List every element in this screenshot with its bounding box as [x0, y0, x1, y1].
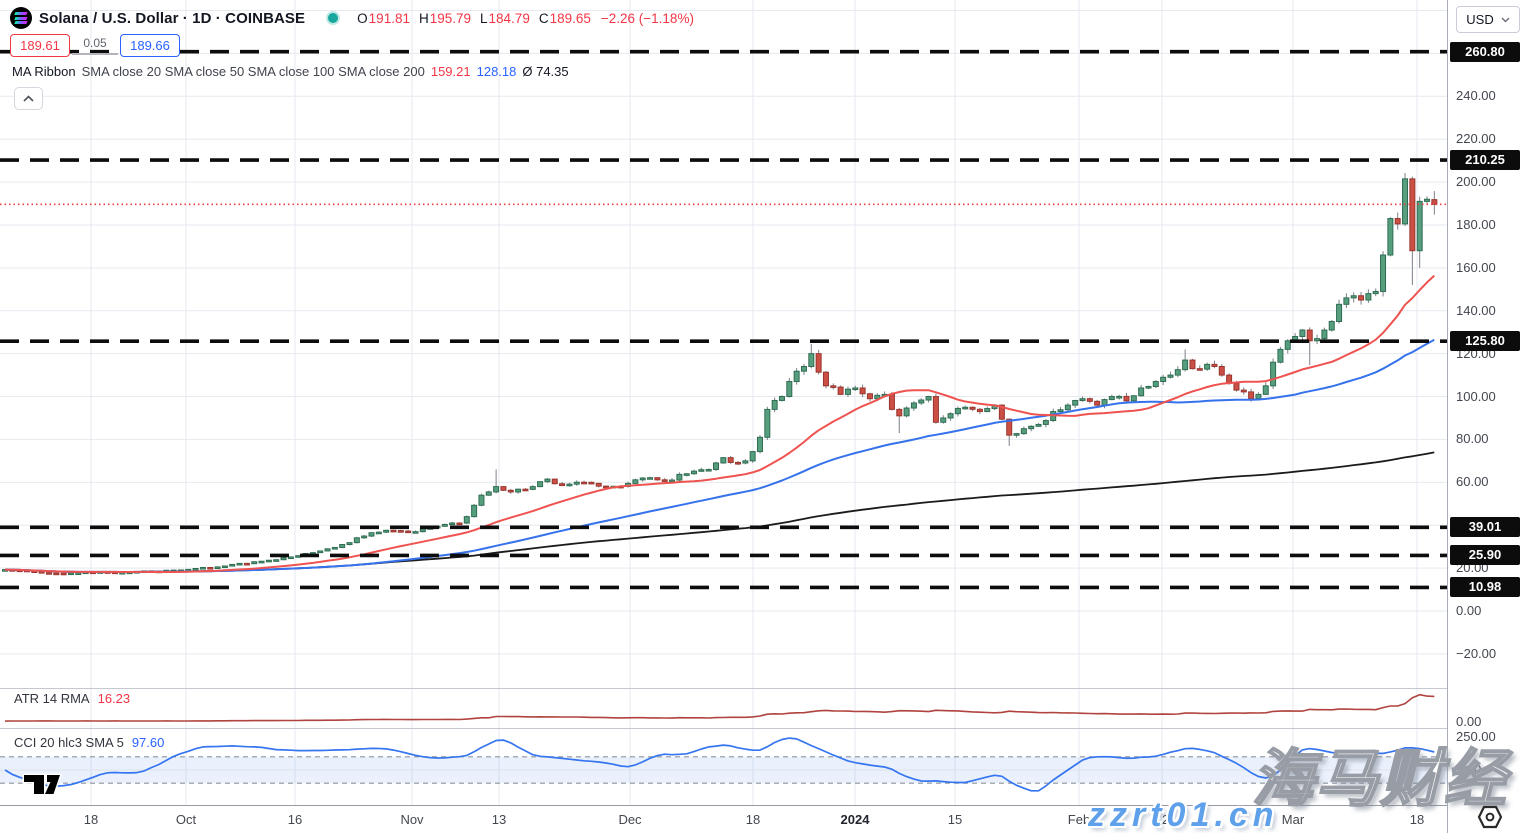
low-value: 184.79 [488, 10, 530, 26]
solana-logo-icon [10, 7, 32, 29]
time-tick-label: 18 [1409, 812, 1425, 827]
high-value: 195.79 [429, 10, 472, 26]
close-value: 189.65 [549, 10, 591, 26]
atr-label: ATR 14 RMA [14, 691, 90, 706]
price-tick-label: −20.00 [1456, 645, 1497, 661]
ma-ribbon-value-avg: Ø 74.35 [522, 64, 569, 79]
cci-indicator-legend[interactable]: CCI 20 hlc3 SMA 5 97.60 [14, 735, 164, 750]
ma-ribbon-legend[interactable]: MA Ribbon SMA close 20 SMA close 50 SMA … [12, 64, 569, 79]
symbol-legend: Solana / U.S. Dollar · 1D · COINBASE O 19… [10, 6, 694, 30]
price-tick-label: 240.00 [1456, 88, 1496, 104]
watermark-hexagon-icon [1477, 805, 1503, 829]
time-tick-label: 15 [947, 812, 963, 827]
time-tick-label: 2024 [840, 812, 870, 827]
chevron-up-icon [23, 95, 34, 102]
time-tick-label: Mar [1281, 812, 1305, 827]
time-tick-label: 12 [1154, 812, 1170, 827]
open-label: O [357, 10, 368, 26]
price-level-badge: 25.90 [1450, 545, 1520, 566]
time-tick-label: Feb [1067, 812, 1091, 827]
atr-value: 16.23 [97, 691, 131, 706]
time-tick-label: 16 [287, 812, 303, 827]
time-tick-label: Dec [618, 812, 642, 827]
ma-ribbon-value-blue: 128.18 [476, 64, 517, 79]
cci-value: 97.60 [131, 735, 165, 750]
time-tick-label: 13 [491, 812, 507, 827]
ma-ribbon-params: SMA close 20 SMA close 50 SMA close 100 … [81, 64, 425, 79]
spread-value: 0.05 [72, 34, 118, 55]
price-level-badge: 125.80 [1450, 331, 1520, 352]
indicator-tick-label: 0.00 [1456, 762, 1482, 777]
time-tick-label: Oct [175, 812, 197, 827]
trade-buttons: 189.61 0.05 189.66 [10, 34, 180, 58]
price-tick-label: 180.00 [1456, 216, 1496, 232]
ohlc-values: O 191.81 H 195.79 L 184.79 C 189.65 −2.26 (−… [357, 11, 694, 26]
ma-ribbon-value-red: 159.21 [430, 64, 471, 79]
price-tick-label: 160.00 [1456, 259, 1496, 275]
atr-indicator-legend[interactable]: ATR 14 RMA 16.23 [14, 691, 130, 706]
price-level-badge: 260.80 [1450, 41, 1520, 62]
sell-button[interactable]: 189.61 [10, 34, 70, 57]
time-tick-label: 18 [83, 812, 99, 827]
change-value: −2.26 (−1.18%) [600, 10, 694, 26]
price-tick-label: 60.00 [1456, 474, 1489, 490]
high-label: H [418, 10, 429, 26]
close-label: C [538, 10, 549, 26]
open-value: 191.81 [368, 10, 410, 26]
cci-label: CCI 20 hlc3 SMA 5 [14, 735, 124, 750]
market-status-icon[interactable] [326, 11, 341, 25]
indicator-tick-label: 0.00 [1456, 714, 1482, 729]
price-tick-label: 0.00 [1456, 603, 1482, 618]
currency-dropdown[interactable]: USD [1456, 6, 1520, 33]
price-level-badge: 10.98 [1450, 577, 1520, 598]
price-tick-label: 200.00 [1456, 174, 1496, 190]
buy-button[interactable]: 189.66 [120, 34, 180, 57]
price-tick-label: 140.00 [1456, 302, 1496, 318]
ma-ribbon-title: MA Ribbon [12, 64, 76, 79]
currency-label: USD [1466, 12, 1494, 27]
price-level-badge: 210.25 [1450, 150, 1520, 171]
time-tick-label: Nov [400, 812, 424, 827]
time-axis[interactable]: 18 Oct 16 Nov 13 Dec 18 2024 15 Feb 12 Mar 18 [0, 805, 1524, 833]
price-level-badge: 39.01 [1450, 517, 1520, 538]
collapse-legend-button[interactable] [14, 87, 43, 110]
time-tick-label: 18 [745, 812, 761, 827]
tradingview-logo-icon[interactable] [22, 769, 62, 797]
price-axis[interactable]: USD 240.00 220.00 200.00 180.00 160.00 140.00… [1447, 0, 1524, 833]
price-tick-label: 80.00 [1456, 431, 1489, 447]
price-tick-label: 100.00 [1456, 388, 1496, 404]
chevron-down-icon [1501, 17, 1510, 22]
price-tick-label: 220.00 [1456, 131, 1496, 147]
indicator-tick-label: 250.00 [1456, 729, 1496, 744]
low-label: L [480, 10, 488, 26]
symbol-title[interactable]: Solana / U.S. Dollar · 1D · COINBASE [39, 9, 306, 27]
